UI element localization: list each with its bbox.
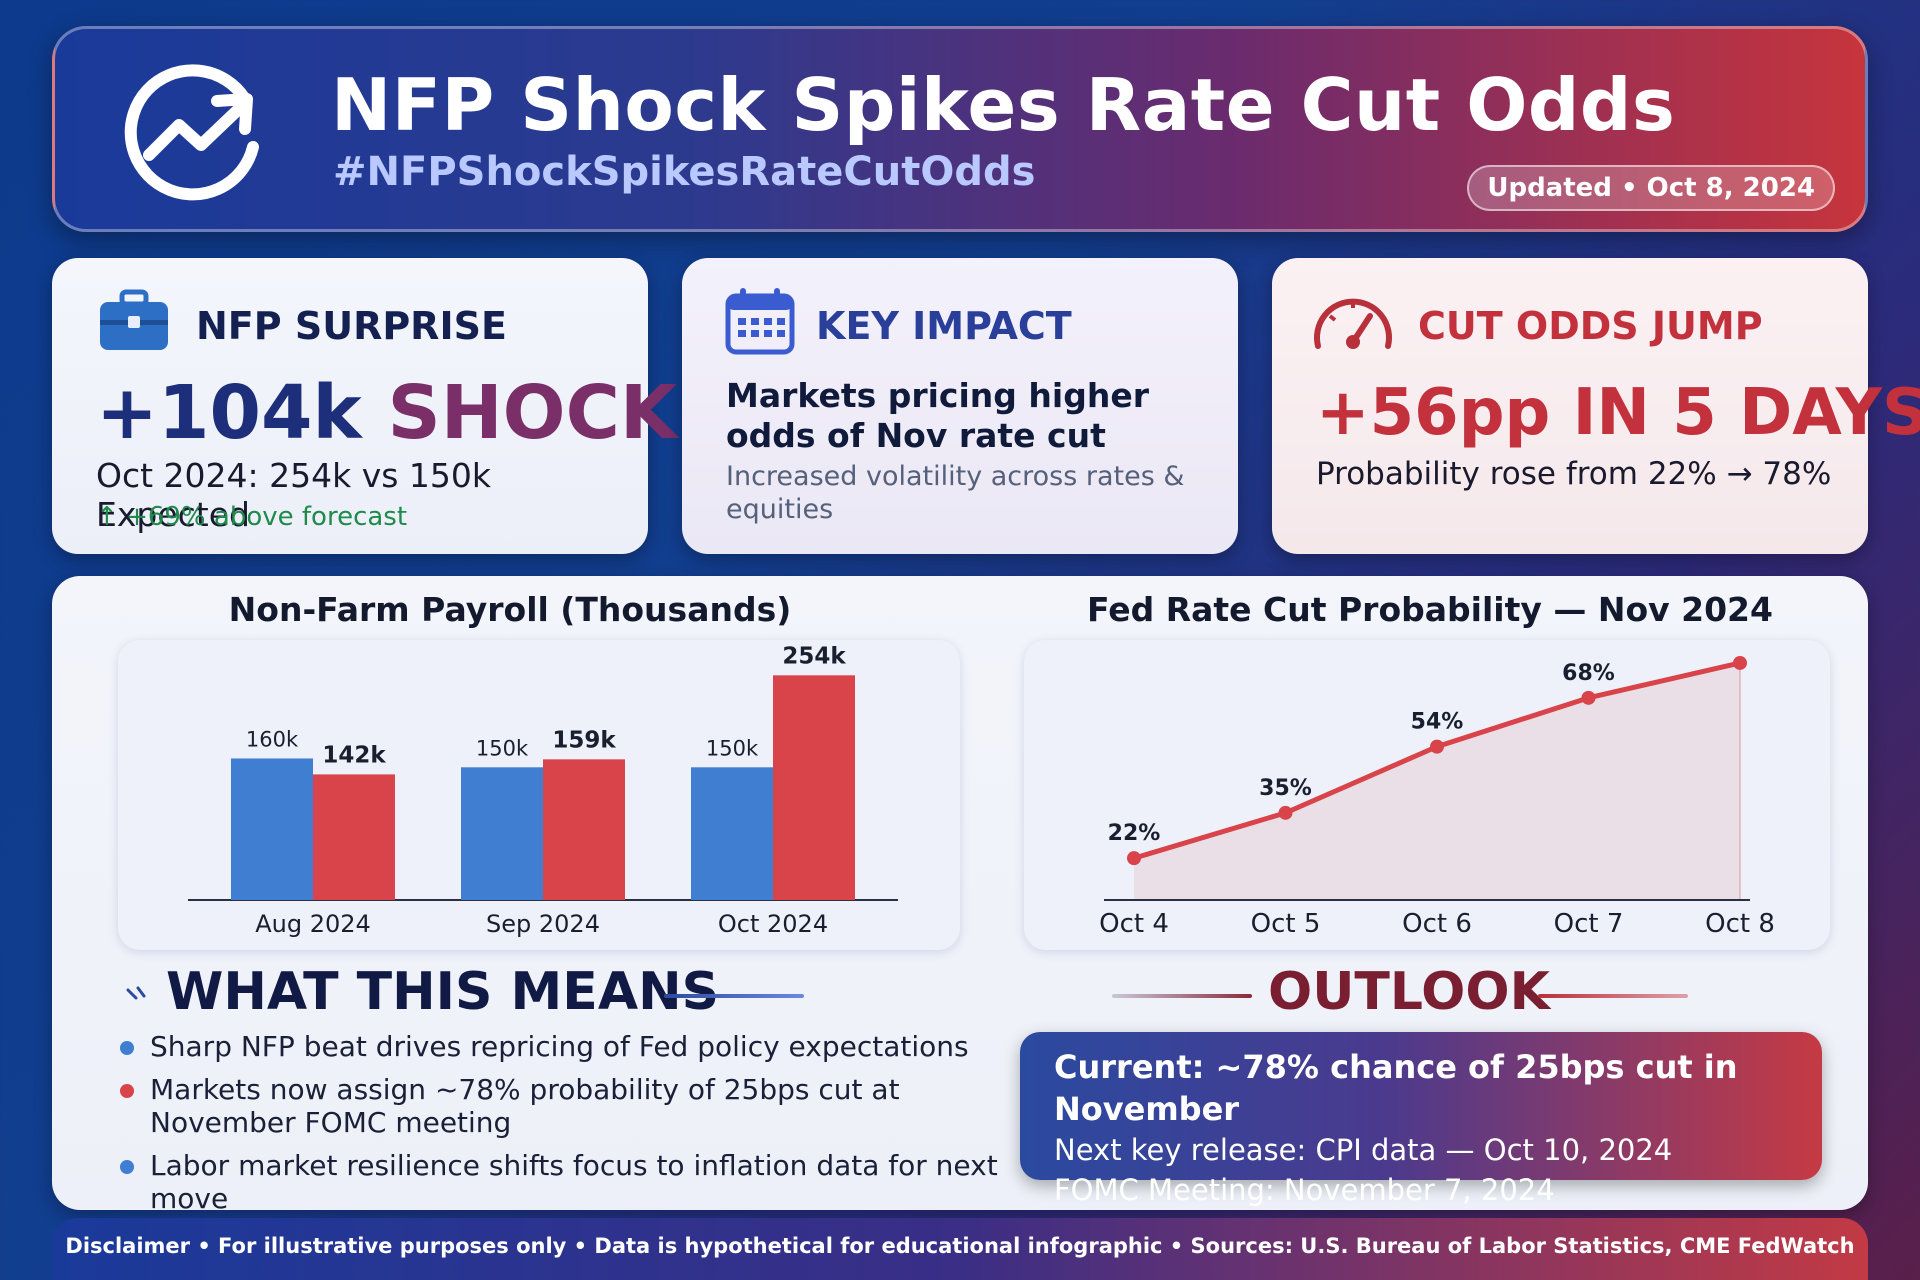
outlook-rule-right: [1538, 994, 1688, 998]
nfp-big-value: +104k SHOCK: [96, 370, 677, 456]
hashtag: #NFPShockSpikesRateCutOdds: [333, 149, 1036, 195]
data-label: 54%: [1411, 710, 1464, 735]
data-point: [1127, 851, 1141, 866]
bar: [773, 675, 855, 900]
data-point: [1581, 690, 1596, 705]
nfp-note-text: +69% above forecast: [126, 502, 408, 532]
bar-chart-title: Non-Farm Payroll (Thousands): [228, 590, 792, 629]
x-tick-label: Aug 2024: [255, 910, 371, 938]
data-label: 22%: [1108, 821, 1161, 846]
key-impact-card: KEY IMPACT Markets pricing higher odds o…: [682, 258, 1238, 554]
bar-chart-box: 160k 142k Aug 2024 150k 159k Sep 2024 150k 254k…: [118, 640, 960, 950]
line-chart: 22% Oct 4 35% Oct 5 54% Oct 6 68% Oct 7 Oct 8: [1099, 655, 1775, 939]
what-this-means-heading: WHAT THIS MEANS: [166, 962, 720, 1022]
footer-disclaimer: Disclaimer • For illustrative purposes o…: [52, 1218, 1868, 1280]
bar-value-label: 159k: [552, 727, 616, 753]
impact-heading: KEY IMPACT: [816, 304, 1072, 348]
heading-rule: [664, 994, 804, 998]
odds-heading: CUT ODDS JUMP: [1418, 304, 1763, 348]
list-item: Labor market resilience shifts focus to …: [120, 1149, 1000, 1215]
x-tick-label: Oct 8: [1705, 909, 1775, 939]
x-tick-label: Oct 5: [1251, 909, 1321, 939]
bar-chart: 160k 142k Aug 2024 150k 159k Sep 2024 150k 254k…: [188, 643, 898, 938]
outlook-current: Current: ~78% chance of 25bps cut in Nov…: [1054, 1048, 1738, 1128]
outlook-box: Current: ~78% chance of 25bps cut in Nov…: [1020, 1032, 1822, 1207]
trend-up-circle-icon: [124, 64, 259, 201]
bar: [231, 758, 313, 900]
nfp-note: ↑ +69% above forecast: [96, 502, 407, 532]
header-banner: NFP Shock Spikes Rate Cut Odds #NFPShock…: [52, 26, 1868, 232]
arrow-up-icon: ↑: [96, 502, 118, 532]
x-tick-label: Oct 7: [1554, 909, 1624, 939]
list-item-text: Markets now assign ~78% probability of 2…: [150, 1073, 900, 1139]
bar: [313, 774, 395, 900]
impact-main-text: Markets pricing higher odds of Nov rate …: [726, 376, 1149, 455]
bar: [691, 767, 773, 900]
outlook-next-release: Next key release: CPI data — Oct 10, 202…: [1054, 1133, 1673, 1167]
x-tick-label: Oct 6: [1402, 909, 1472, 939]
x-tick-label: Oct 4: [1099, 909, 1169, 939]
outlook-fomc: FOMC Meeting: November 7, 2024: [1054, 1173, 1555, 1207]
data-point: [1733, 655, 1747, 670]
calendar-icon: [725, 288, 795, 355]
data-point: [1278, 805, 1293, 820]
what-this-means-list: Sharp NFP beat drives repricing of Fed p…: [120, 1030, 1000, 1225]
list-item: Markets now assign ~78% probability of 2…: [120, 1073, 1000, 1139]
nfp-delta: +104k: [96, 370, 362, 456]
nfp-shock-word: SHOCK: [387, 370, 678, 456]
bar-value-label: 142k: [322, 742, 386, 768]
briefcase-icon: [100, 289, 168, 350]
bar-value-label: 254k: [782, 643, 846, 669]
bar-value-label: 150k: [706, 736, 759, 760]
outlook-rule-left: [1112, 994, 1252, 998]
impact-sub-text: Increased volatility across rates & equi…: [726, 461, 1185, 525]
accent-ticks-icon: [126, 986, 146, 1000]
list-item: Sharp NFP beat drives repricing of Fed p…: [120, 1030, 1000, 1063]
cut-odds-card: CUT ODDS JUMP +56pp IN 5 DAYS Probabilit…: [1272, 258, 1920, 554]
line-chart-title: Fed Rate Cut Probability — Nov 2024: [1087, 590, 1773, 629]
data-label: 35%: [1259, 776, 1312, 801]
speedometer-icon: [1314, 298, 1392, 349]
nfp-heading: NFP SURPRISE: [196, 304, 507, 348]
data-point: [1430, 739, 1444, 754]
area-fill: [1134, 662, 1740, 900]
bar: [543, 759, 625, 900]
data-label: 68%: [1562, 661, 1615, 686]
bar-value-label: 160k: [246, 727, 299, 751]
bar: [461, 767, 543, 900]
x-tick-label: Oct 2024: [718, 910, 828, 938]
bar-value-label: 150k: [476, 736, 529, 760]
nfp-line: Oct 2024: 254k vs 150k Expected: [96, 456, 492, 534]
updated-badge: Updated • Oct 8, 2024: [1467, 165, 1835, 211]
page-title: NFP Shock Spikes Rate Cut Odds: [331, 63, 1676, 147]
bullet-dot: [120, 1084, 134, 1098]
odds-big: +56pp IN 5 DAYS: [1316, 376, 1920, 450]
outlook-heading: OUTLOOK: [1268, 962, 1550, 1022]
bullet-dot: [120, 1041, 134, 1055]
line-chart-box: 22% Oct 4 35% Oct 5 54% Oct 6 68% Oct 7 Oct 8: [1024, 640, 1830, 950]
odds-line: Probability rose from 22% → 78%: [1316, 456, 1832, 492]
bullet-dot: [120, 1160, 134, 1174]
list-item-text: Sharp NFP beat drives repricing of Fed p…: [150, 1030, 969, 1063]
nfp-surprise-card: NFP SURPRISE +104k SHOCK Oct 2024: 254k …: [52, 258, 677, 554]
list-item-text: Labor market resilience shifts focus to …: [150, 1149, 998, 1215]
x-tick-label: Sep 2024: [486, 910, 600, 938]
